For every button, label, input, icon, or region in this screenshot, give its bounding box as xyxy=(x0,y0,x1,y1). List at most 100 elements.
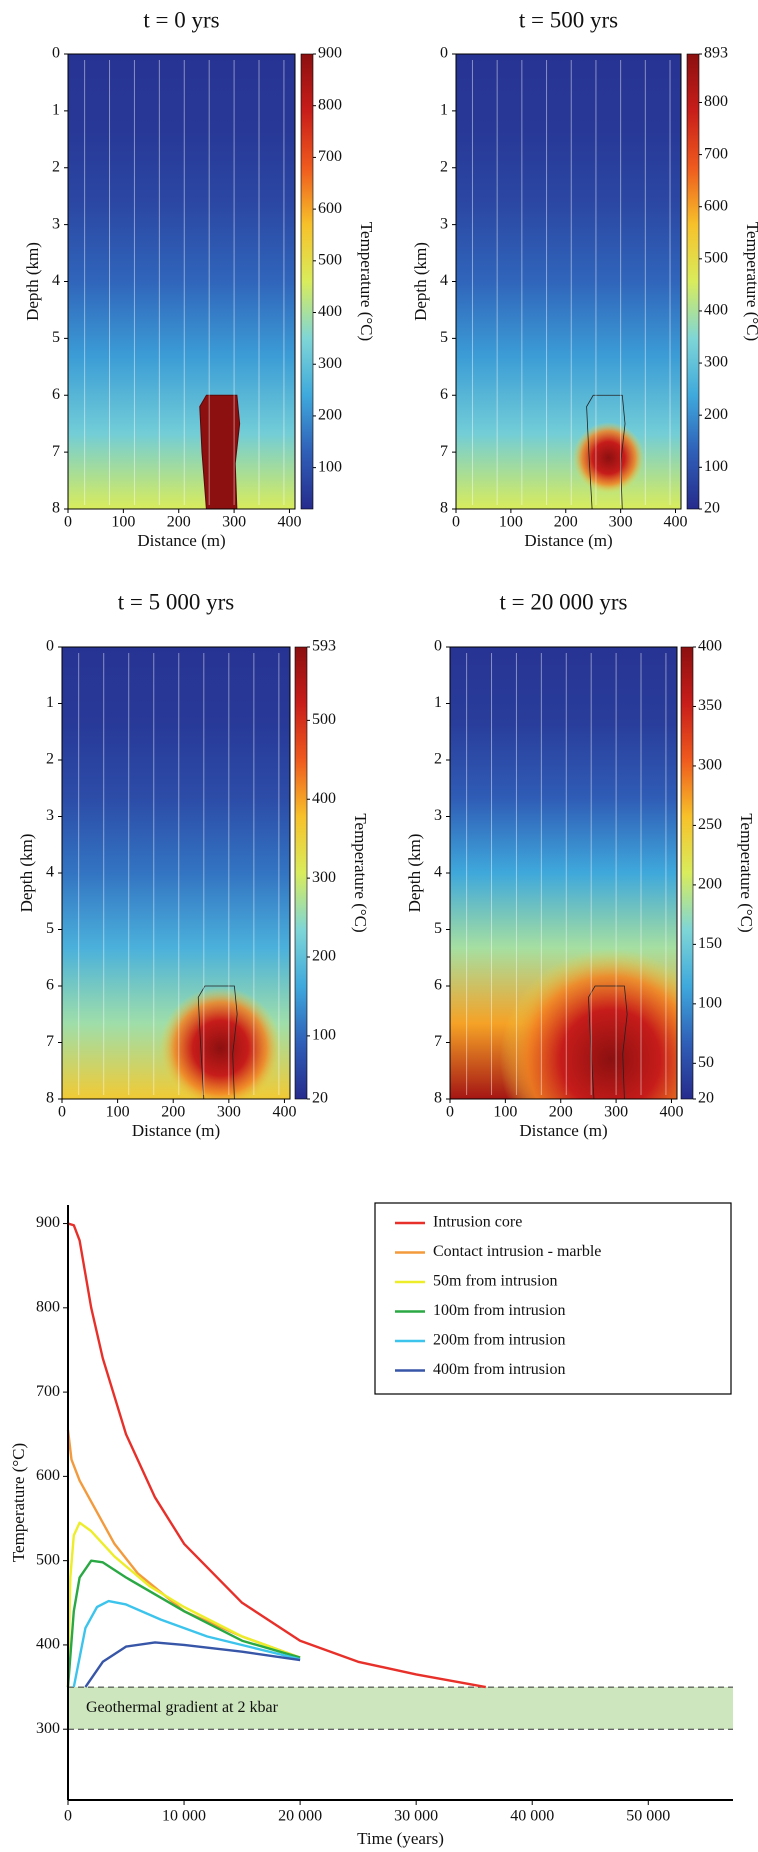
y-axis-title: Depth (km) xyxy=(17,834,36,913)
legend-label: 200m from intrusion xyxy=(433,1332,565,1349)
colorbar xyxy=(686,53,700,510)
y-tick-label: 3 xyxy=(52,215,60,232)
series-line xyxy=(67,1222,487,1689)
colorbar-tick-label: 800 xyxy=(318,96,342,113)
colorbar-tick-label: 500 xyxy=(318,251,342,268)
colorbar-tick-label: 150 xyxy=(698,935,722,952)
x-tick-label: 400 xyxy=(277,514,301,531)
x-axis-title: Distance (m) xyxy=(524,531,612,550)
colorbar-tick-label: 200 xyxy=(318,407,342,424)
y-tick-label: 6 xyxy=(440,386,448,403)
y-tick-label: 1 xyxy=(52,102,60,119)
colorbar-tick-label: 700 xyxy=(318,148,342,165)
y-tick-label: 1 xyxy=(440,102,448,119)
colorbar-tick-label: 300 xyxy=(312,869,336,886)
y-tick-label: 7 xyxy=(52,443,60,460)
y-tick-label: 600 xyxy=(36,1467,60,1484)
field-layer xyxy=(471,60,671,509)
y-tick-label: 500 xyxy=(36,1551,60,1568)
series-line xyxy=(66,1521,301,1688)
y-tick-label: 0 xyxy=(52,45,60,62)
y-tick-label: 1 xyxy=(434,694,442,711)
y-tick-label: 6 xyxy=(46,977,54,994)
y-tick-label: 7 xyxy=(440,443,448,460)
y-tick-label: 4 xyxy=(434,864,442,881)
colorbar-tick-label: 200 xyxy=(698,876,722,893)
x-tick-label: 30 000 xyxy=(394,1808,438,1825)
colorbar-tick-label: 200 xyxy=(704,406,728,423)
x-tick-label: 200 xyxy=(549,1104,573,1121)
y-tick-label: 1 xyxy=(46,694,54,711)
colorbar-tick-label: 50 xyxy=(698,1054,714,1071)
x-tick-label: 300 xyxy=(609,514,633,531)
y-tick-label: 700 xyxy=(36,1383,60,1400)
colorbar xyxy=(680,646,694,1100)
legend-label: 400m from intrusion xyxy=(433,1361,565,1378)
x-tick-label: 100 xyxy=(499,514,523,531)
y-tick-label: 2 xyxy=(46,751,54,768)
x-axis-title: Distance (m) xyxy=(519,1121,607,1140)
x-tick-label: 300 xyxy=(217,1104,241,1121)
x-tick-label: 200 xyxy=(161,1104,185,1121)
intrusion-outline xyxy=(197,985,238,1099)
colorbar-tick-label: 20 xyxy=(704,500,720,517)
band-label: Geothermal gradient at 2 kbar xyxy=(86,1699,279,1716)
colorbar-tick-label: 900 xyxy=(318,45,342,62)
y-axis-title: Temperature (°C) xyxy=(9,1443,28,1562)
x-tick-label: 200 xyxy=(554,514,578,531)
intrusion-heat xyxy=(499,948,677,1099)
y-tick-label: 0 xyxy=(434,638,442,655)
y-tick-label: 8 xyxy=(434,1090,442,1107)
x-tick-label: 10 000 xyxy=(162,1808,206,1825)
colorbar-tick-label: 300 xyxy=(704,354,728,371)
y-tick-label: 4 xyxy=(46,864,54,881)
x-tick-label: 100 xyxy=(106,1104,130,1121)
colorbar-tick-label: 700 xyxy=(704,145,728,162)
x-tick-label: 100 xyxy=(493,1104,517,1121)
intrusion-heat xyxy=(572,422,645,494)
colorbar-tick-label: 20 xyxy=(312,1090,328,1107)
y-tick-label: 8 xyxy=(440,500,448,517)
y-tick-label: 400 xyxy=(36,1636,60,1653)
y-tick-label: 3 xyxy=(440,215,448,232)
x-tick-label: 400 xyxy=(659,1104,683,1121)
y-tick-label: 5 xyxy=(434,920,442,937)
y-axis-title: Depth (km) xyxy=(23,242,42,321)
colorbar-tick-label: 20 xyxy=(698,1090,714,1107)
y-tick-label: 5 xyxy=(52,329,60,346)
y-tick-label: 0 xyxy=(440,45,448,62)
y-tick-label: 5 xyxy=(46,920,54,937)
intrusion-outline xyxy=(588,985,628,1099)
legend-label: 100m from intrusion xyxy=(433,1302,565,1319)
colorbar-title: Temperature (°C) xyxy=(737,813,756,932)
y-tick-label: 6 xyxy=(52,386,60,403)
y-tick-label: 7 xyxy=(46,1033,54,1050)
colorbar-tick-label: 350 xyxy=(698,697,722,714)
y-tick-label: 7 xyxy=(434,1033,442,1050)
x-tick-label: 200 xyxy=(167,514,191,531)
y-axis-title: Depth (km) xyxy=(405,834,424,913)
panel-title: t = 500 yrs xyxy=(519,7,618,32)
colorbar-tick-label: 100 xyxy=(312,1027,336,1044)
colorbar-tick-label: 250 xyxy=(698,816,722,833)
y-tick-label: 300 xyxy=(36,1720,60,1737)
series-line xyxy=(66,1429,301,1659)
colorbar-tick-label: 100 xyxy=(704,458,728,475)
x-tick-label: 0 xyxy=(64,1808,72,1825)
series-line xyxy=(66,1559,301,1688)
x-tick-label: 300 xyxy=(604,1104,628,1121)
colorbar-tick-label: 300 xyxy=(698,757,722,774)
x-tick-label: 40 000 xyxy=(510,1808,554,1825)
x-axis-title: Distance (m) xyxy=(137,531,225,550)
colorbar-tick-label: 400 xyxy=(704,302,728,319)
colorbar-tick-label: 600 xyxy=(318,200,342,217)
colorbar-title: Temperature (°C) xyxy=(743,222,758,341)
colorbar-tick-label: 600 xyxy=(704,197,728,214)
y-tick-label: 900 xyxy=(36,1214,60,1231)
y-tick-label: 8 xyxy=(46,1090,54,1107)
colorbar xyxy=(294,646,308,1100)
geothermal-band xyxy=(68,1687,733,1730)
y-axis-title: Depth (km) xyxy=(411,242,430,321)
